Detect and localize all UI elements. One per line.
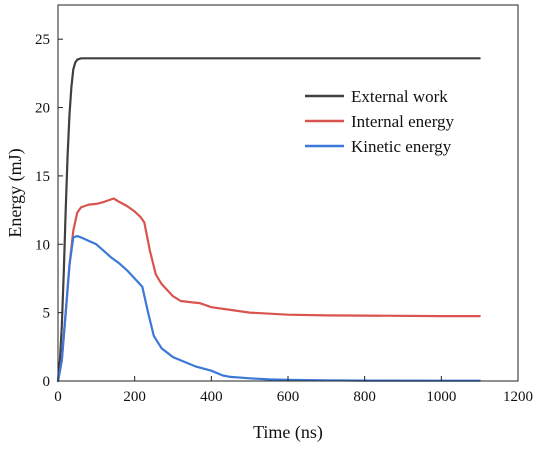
- x-tick-label: 0: [54, 389, 62, 405]
- series-line-0: [56, 57, 481, 383]
- x-tick-label: 1000: [426, 389, 456, 405]
- series-layer: [56, 57, 481, 383]
- y-tick-label: 20: [35, 101, 50, 117]
- legend-label: Internal energy: [351, 112, 455, 131]
- x-tick-label: 800: [353, 389, 376, 405]
- legend: External work Internal energy Kinetic ener…: [305, 87, 455, 156]
- x-tick-label: 200: [123, 389, 146, 405]
- y-tick-label: 15: [35, 169, 50, 185]
- y-tick-label: 10: [35, 237, 50, 253]
- x-tick-label: 600: [277, 389, 300, 405]
- x-tick-label: 1200: [503, 389, 533, 405]
- plot-area: [58, 5, 518, 381]
- y-tick-label: 5: [43, 306, 51, 322]
- y-tick-label: 0: [43, 374, 51, 390]
- y-axis-title: Energy (mJ): [5, 148, 26, 237]
- series-line-1: [56, 197, 481, 383]
- x-tick-label: 400: [200, 389, 223, 405]
- x-axis-ticks: 0 200 400 600 800 1000 1200: [54, 376, 533, 405]
- legend-label: Kinetic energy: [351, 137, 452, 156]
- x-axis-title: Time (ns): [253, 422, 323, 443]
- y-axis-ticks: 0 5 10 15 20 25: [35, 32, 63, 390]
- y-tick-label: 25: [35, 32, 50, 48]
- series-line-2: [56, 235, 481, 383]
- legend-label: External work: [351, 87, 448, 106]
